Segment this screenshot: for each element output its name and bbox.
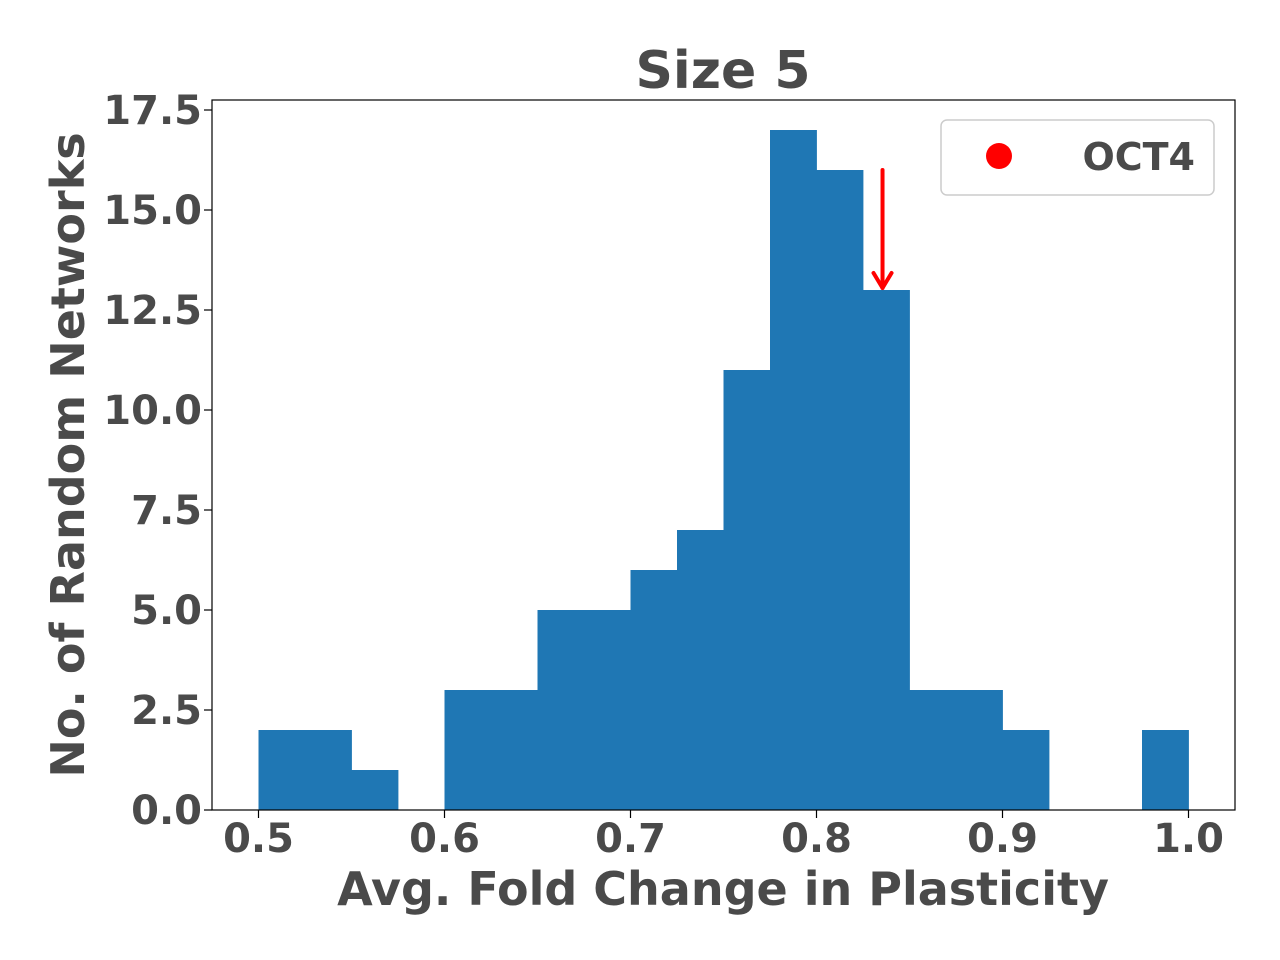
- histogram-bar: [863, 290, 910, 810]
- histogram-bar: [770, 130, 817, 810]
- bars-group: [258, 130, 1189, 810]
- legend-box: [940, 119, 1215, 196]
- y-tick-label: 17.5: [103, 88, 202, 134]
- y-axis-label: No. of Random Networks: [41, 132, 95, 777]
- histogram-bar: [584, 610, 631, 810]
- histogram-bar: [491, 690, 538, 810]
- y-tick-label: 2.5: [131, 688, 202, 734]
- histogram-bar: [1002, 730, 1050, 810]
- legend: OCT4: [940, 119, 1215, 196]
- x-tick-label: 0.9: [967, 816, 1038, 862]
- annotation-arrow: [871, 168, 894, 290]
- histogram-bar: [677, 530, 724, 810]
- histogram-bar: [956, 690, 1003, 810]
- x-tick-label: 1.0: [1153, 816, 1224, 862]
- y-tick-label: 5.0: [131, 588, 202, 634]
- histogram-bar: [351, 770, 399, 810]
- x-tick-label: 0.5: [223, 816, 294, 862]
- histogram-bar: [537, 610, 585, 810]
- x-tick-label: 0.6: [409, 816, 480, 862]
- x-tick-label: 0.7: [595, 816, 666, 862]
- legend-marker-circle: [986, 143, 1012, 169]
- legend-label-oct4: OCT4: [1082, 135, 1195, 179]
- histogram-bar: [909, 690, 957, 810]
- y-tick-label: 10.0: [103, 388, 202, 434]
- y-tick-label: 0.0: [131, 788, 202, 834]
- x-axis-label: Avg. Fold Change in Plasticity: [337, 862, 1109, 916]
- y-tick-label: 7.5: [131, 488, 202, 534]
- histogram-bar: [305, 730, 352, 810]
- chart-title: Size 5: [635, 41, 810, 101]
- x-tick-label: 0.8: [781, 816, 852, 862]
- histogram-bar: [630, 570, 678, 810]
- histogram-bar: [1142, 730, 1189, 810]
- plot-frame: [211, 99, 1236, 811]
- y-axis-ticks: 0.0 2.5 5.0 7.5 10.0 12.5 15.0 17.5: [103, 88, 212, 834]
- histogram-bar: [723, 370, 771, 810]
- x-axis-ticks: 0.5 0.6 0.7 0.8 0.9 1.0: [223, 810, 1224, 862]
- y-tick-label: 15.0: [103, 188, 202, 234]
- y-tick-label: 12.5: [103, 288, 202, 334]
- histogram-bar: [444, 690, 492, 810]
- annotation-arrow-head: [871, 271, 894, 290]
- histogram-bar: [258, 730, 306, 810]
- histogram-bar: [816, 170, 864, 810]
